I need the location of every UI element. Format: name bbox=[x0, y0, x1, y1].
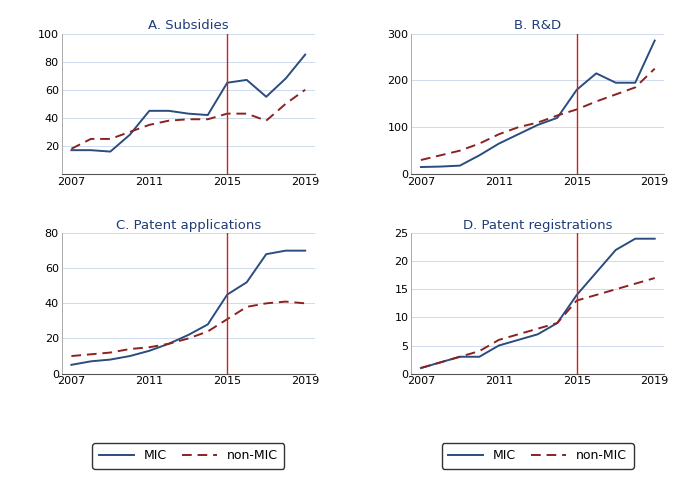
Legend: MIC, non-MIC: MIC, non-MIC bbox=[442, 443, 634, 468]
Title: A. Subsidies: A. Subsidies bbox=[148, 19, 229, 33]
Title: B. R&D: B. R&D bbox=[514, 19, 562, 33]
Title: C. Patent applications: C. Patent applications bbox=[116, 219, 261, 232]
Title: D. Patent registrations: D. Patent registrations bbox=[463, 219, 612, 232]
Legend: MIC, non-MIC: MIC, non-MIC bbox=[92, 443, 284, 468]
